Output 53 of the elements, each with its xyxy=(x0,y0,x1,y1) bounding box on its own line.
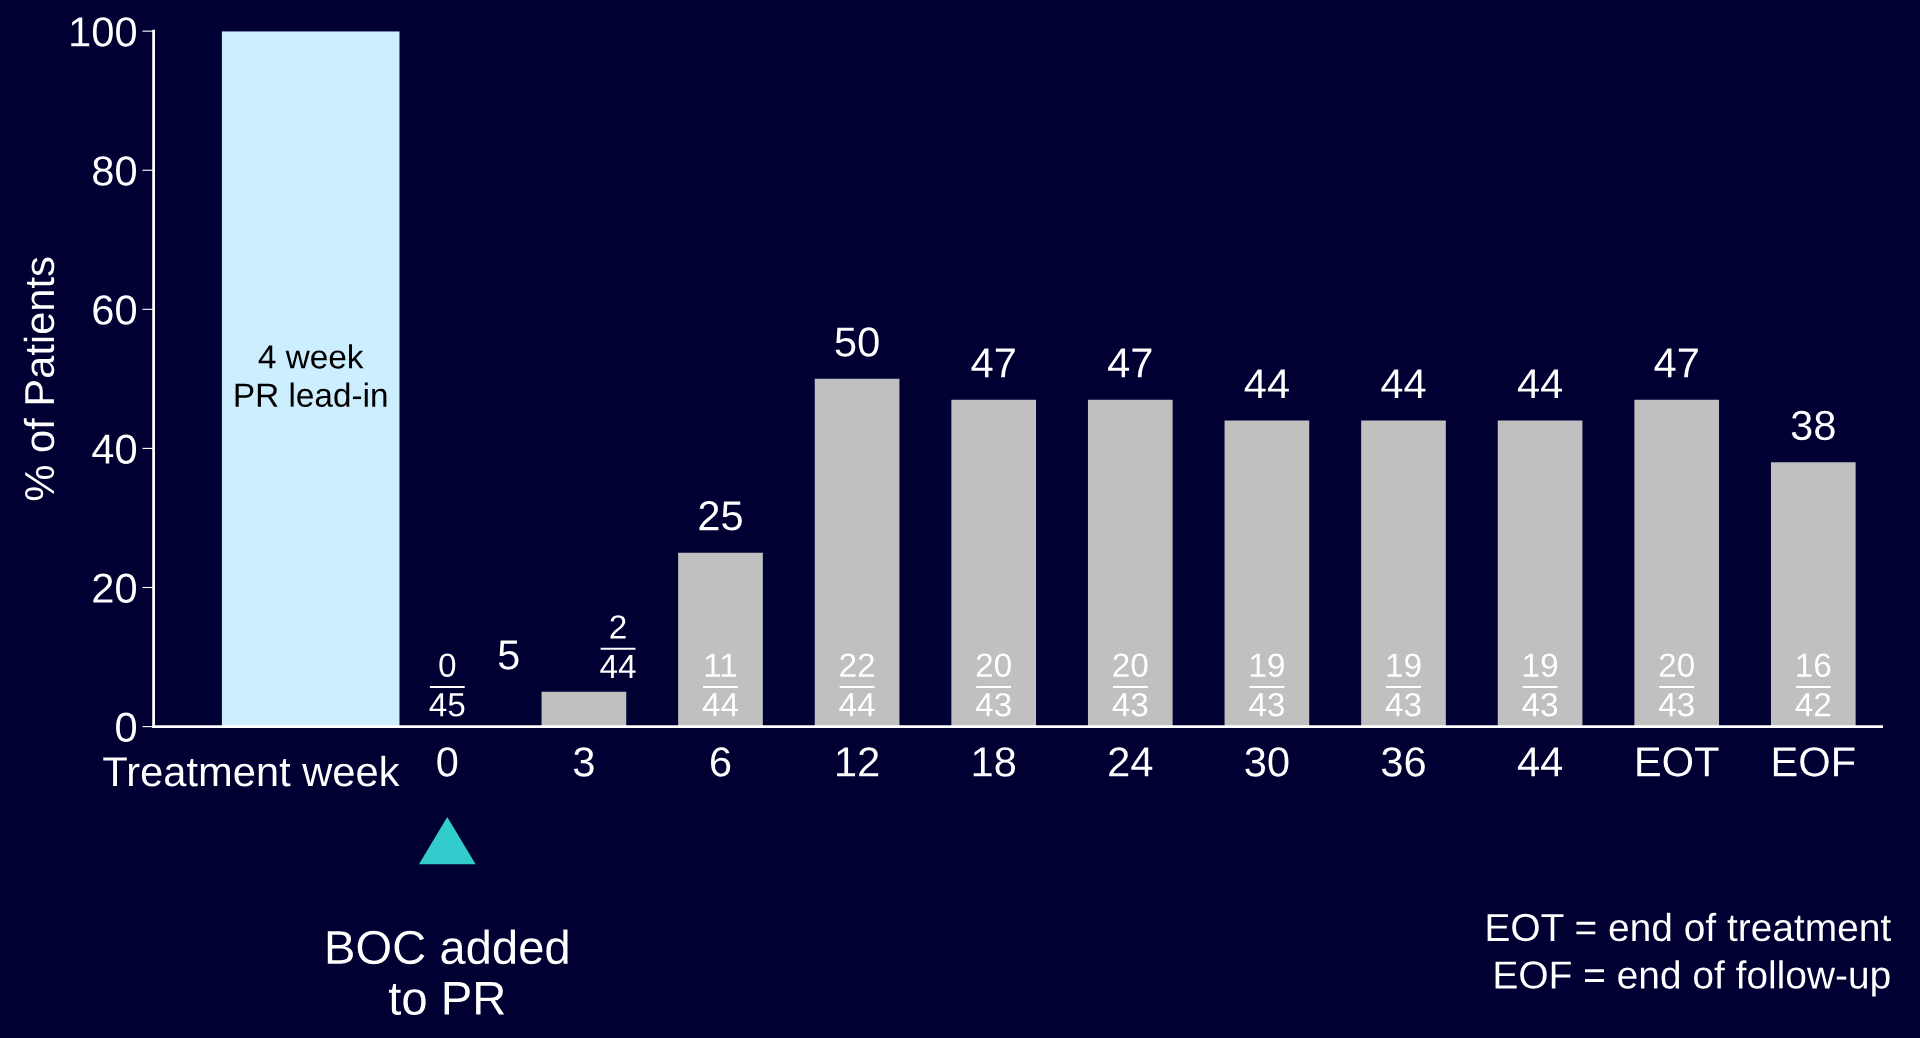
data-label: 44 xyxy=(1381,369,1426,399)
annotation: 4 week PR lead-in xyxy=(235,344,387,407)
annotation: 20 43 xyxy=(1112,653,1148,717)
x-tick-label: EOT xyxy=(1637,747,1719,777)
annotation: 19 43 xyxy=(1249,653,1284,717)
y-tick-label: 100 xyxy=(71,17,137,47)
data-label: 5 xyxy=(498,640,519,670)
data-label: 25 xyxy=(699,501,742,531)
annotation: 19 43 xyxy=(1522,653,1558,717)
annotation: 20 43 xyxy=(975,653,1011,717)
data-label: 50 xyxy=(835,327,879,357)
annotation: 2 44 xyxy=(600,615,636,678)
bar xyxy=(1361,420,1446,727)
x-tick-label: EOF xyxy=(1773,747,1855,777)
annotation: 11 44 xyxy=(702,653,739,717)
x-tick-label: 6 xyxy=(711,747,731,777)
bar xyxy=(814,378,900,727)
annotation: 19 43 xyxy=(1385,653,1421,717)
text: EOT = end of treatment EOF = end of follow-up xyxy=(1487,912,1891,997)
y-tick-label: 40 xyxy=(92,434,136,464)
y-tick-label: 0 xyxy=(116,712,136,743)
annotation: 22 44 xyxy=(839,653,875,717)
y-tick-label: 20 xyxy=(93,573,136,604)
annotation: 0 45 xyxy=(429,653,465,717)
bar xyxy=(1634,399,1720,727)
x-tick-label: 0 xyxy=(437,747,458,777)
bar xyxy=(1087,399,1173,727)
x-tick-label: 18 xyxy=(973,747,1016,777)
bar xyxy=(951,399,1037,727)
annotation: 16 42 xyxy=(1795,653,1831,717)
data-label: 44 xyxy=(1244,369,1289,399)
data-label: 38 xyxy=(1791,410,1835,441)
bar xyxy=(678,552,763,727)
x-tick-label: 44 xyxy=(1517,747,1563,777)
bar xyxy=(541,691,627,727)
x-axis-title: Treatment week xyxy=(103,755,400,787)
data-label: 47 xyxy=(1108,348,1152,378)
text: BOC added to PR xyxy=(327,929,568,1016)
bar xyxy=(1224,420,1310,727)
data-label: 44 xyxy=(1517,369,1563,399)
y-tick-label: 60 xyxy=(93,295,136,325)
x-tick-label: 30 xyxy=(1245,747,1289,777)
x-tick-label: 24 xyxy=(1109,747,1153,777)
bar xyxy=(1497,420,1583,727)
y-tick-label: 80 xyxy=(93,156,136,186)
x-tick-label: 12 xyxy=(837,747,879,777)
x-tick-label: 36 xyxy=(1381,747,1425,777)
bar xyxy=(1770,462,1856,727)
y-axis-title: % of Patients xyxy=(23,257,55,501)
data-label: 47 xyxy=(1654,348,1698,378)
x-tick-label: 3 xyxy=(573,747,594,777)
annotation: 20 43 xyxy=(1658,653,1694,717)
data-label: 47 xyxy=(971,348,1015,378)
